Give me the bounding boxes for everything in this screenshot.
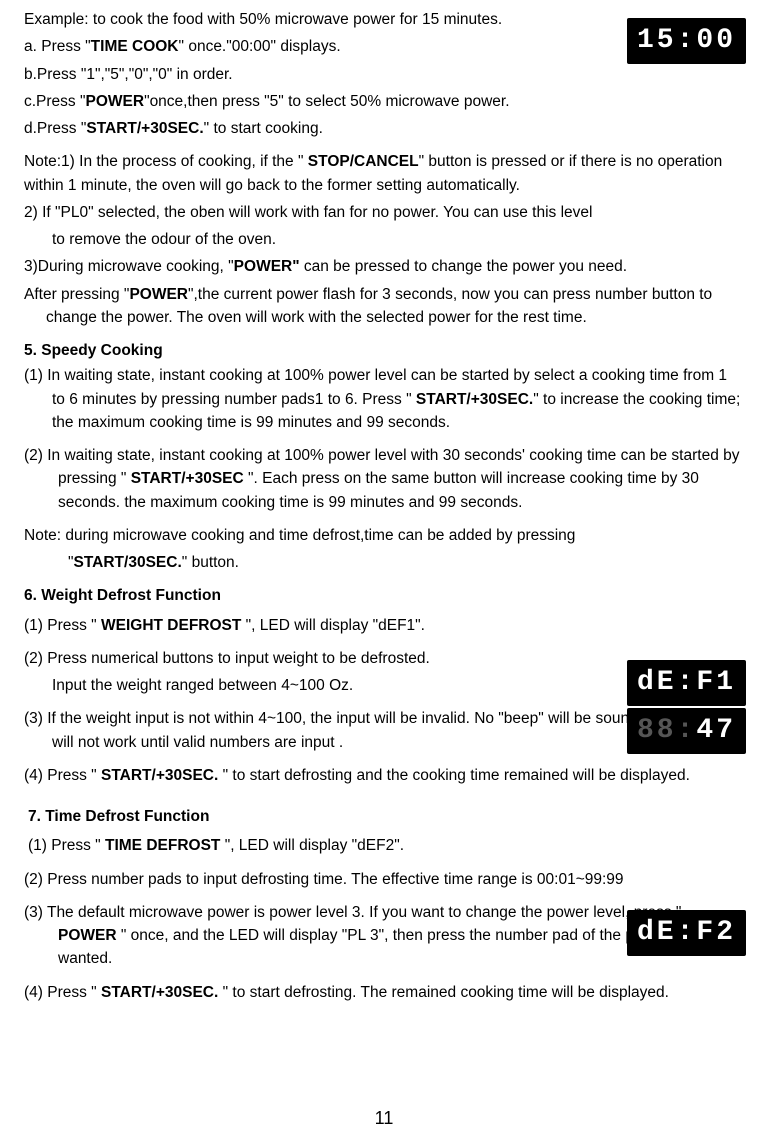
sec7-p1: (1) Press " TIME DEFROST ", LED will dis…	[24, 834, 744, 857]
led-display-15-00: 15:00	[627, 18, 746, 64]
led-bright-segment: 47	[696, 715, 736, 746]
sec5-note-line2: "START/30SEC." button.	[24, 551, 744, 574]
led-display-47: 88:47	[627, 708, 746, 754]
sec5-note-line1: Note: during microwave cooking and time …	[24, 524, 744, 547]
step-b: b.Press "1","5","0","0" in order.	[24, 63, 744, 86]
step-d: d.Press "START/+30SEC." to start cooking…	[24, 117, 744, 140]
led-dim-segment: 88:	[637, 715, 696, 746]
page-number: 11	[375, 1105, 394, 1132]
note-2-line2: to remove the odour of the oven.	[24, 228, 744, 251]
sec5-p2: (2) In waiting state, instant cooking at…	[24, 444, 744, 514]
section-6-heading: 6. Weight Defrost Function	[24, 584, 744, 607]
sec7-p4: (4) Press " START/+30SEC. " to start def…	[24, 981, 744, 1004]
note-3-line1: 3)During microwave cooking, "POWER" can …	[24, 255, 744, 278]
note-1: Note:1) In the process of cooking, if th…	[24, 150, 744, 197]
sec6-p4: (4) Press " START/+30SEC. " to start def…	[24, 764, 744, 787]
led-display-def2: dE:F2	[627, 910, 746, 956]
step-c: c.Press "POWER"once,then press "5" to se…	[24, 90, 744, 113]
section-5-heading: 5. Speedy Cooking	[24, 339, 744, 362]
sec5-p1: (1) In waiting state, instant cooking at…	[24, 364, 744, 434]
note-3-line2: After pressing "POWER",the current power…	[24, 283, 744, 330]
sec6-p1: (1) Press " WEIGHT DEFROST ", LED will d…	[24, 614, 744, 637]
sec7-p2: (2) Press number pads to input defrostin…	[24, 868, 744, 891]
note-2-line1: 2) If "PL0" selected, the oben will work…	[24, 201, 744, 224]
section-7-heading: 7. Time Defrost Function	[24, 805, 744, 828]
led-display-def1: dE:F1	[627, 660, 746, 706]
